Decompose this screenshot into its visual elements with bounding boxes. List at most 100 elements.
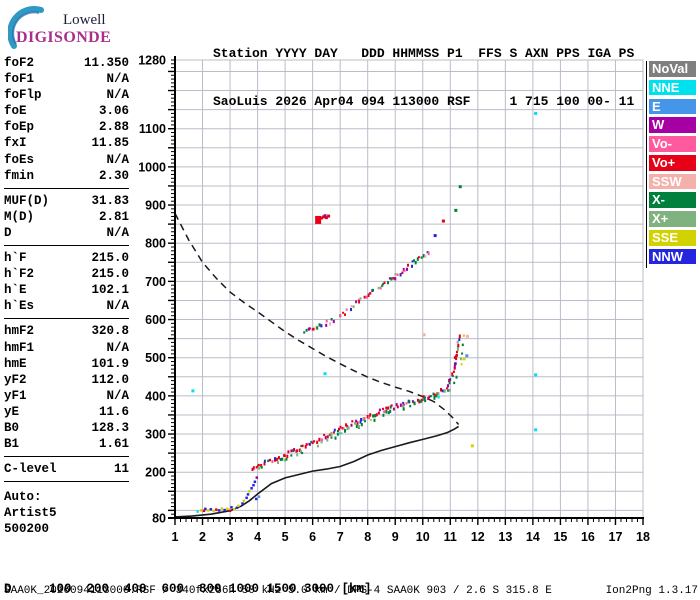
x-tick-label: 9 — [392, 530, 399, 544]
param-label: B1 — [4, 437, 20, 452]
param-label: hmE — [4, 356, 27, 371]
param-group: MUF(D) 31.83 M(D) 2.81 D N/A — [4, 187, 129, 245]
x-tick-label: 12 — [471, 530, 485, 544]
param-value: N/A — [106, 299, 129, 314]
param-row-foes: foEs N/A — [4, 152, 129, 168]
param-row-b1: B1 1.61 — [4, 436, 129, 452]
legend-item-nne: NNE — [649, 79, 696, 96]
param-row-hmf1: hmF1 N/A — [4, 340, 129, 356]
param-label: M(D) — [4, 209, 35, 224]
param-row-yf1: yF1 N/A — [4, 388, 129, 404]
param-value: 2.81 — [98, 209, 129, 224]
x-tick-label: 4 — [254, 530, 261, 544]
x-tick-label: 15 — [553, 530, 567, 544]
lowell-digisonde-logo: Lowell DIGISONDE — [6, 4, 211, 54]
param-value: 3.06 — [98, 104, 129, 119]
autoscaling-line: 500200 — [4, 522, 50, 537]
param-row-yf2: yF2 112.0 — [4, 372, 129, 388]
legend-item-x: X- — [649, 192, 696, 209]
y-tick-label: 1280 — [138, 54, 166, 68]
muf-distance-table: D 100 200 400 600 800 1000 1500 3000 [km… — [4, 556, 379, 600]
param-label: foFlp — [4, 88, 42, 103]
param-label: foE — [4, 104, 27, 119]
y-tick-label: 300 — [145, 428, 166, 442]
param-row-fof1: foF1 N/A — [4, 71, 129, 87]
param-group: foF2 11.350 foF1 N/A foFlp N/A foE 3.06 foEp 2.88… — [4, 54, 129, 188]
param-label: fxI — [4, 136, 27, 151]
station-header: Station YYYY DAY DDD HHMMSS P1 FFS S AXN… — [213, 14, 634, 142]
param-label: C-level — [4, 462, 57, 477]
param-value: N/A — [106, 72, 129, 87]
param-value: 128.3 — [91, 420, 129, 435]
param-label: yF2 — [4, 372, 27, 387]
x-tick-label: 7 — [337, 530, 344, 544]
param-row-hme: hmE 101.9 — [4, 356, 129, 372]
header-columns-line: Station YYYY DAY DDD HHMMSS P1 FFS S AXN… — [213, 46, 635, 61]
param-label: h`E — [4, 283, 27, 298]
gridlines — [175, 59, 644, 518]
param-value: N/A — [106, 340, 129, 355]
header-values-line: SaoLuis 2026 Apr04 094 113000 RSF 1 715 … — [213, 94, 635, 109]
param-value: N/A — [106, 388, 129, 403]
param-label: fmin — [4, 168, 35, 183]
param-row-hmf2: hmF2 320.8 — [4, 323, 129, 339]
param-label: h`F2 — [4, 267, 35, 282]
y-tick-label: 80 — [152, 512, 166, 526]
param-row-ye: yE 11.6 — [4, 404, 129, 420]
param-value: 215.0 — [91, 267, 129, 282]
logo-digisonde-text: DIGISONDE — [16, 29, 112, 46]
x-tick-label: 17 — [609, 530, 623, 544]
param-value: 101.9 — [91, 356, 129, 371]
param-value: N/A — [106, 152, 129, 167]
param-value: 11.350 — [83, 56, 129, 70]
param-row-he: h`E 102.1 — [4, 282, 129, 298]
sporadic-echo-points — [191, 111, 538, 513]
param-label: h`Es — [4, 299, 35, 314]
param-label: foEs — [4, 152, 35, 167]
legend-item-nnw: NNW — [649, 248, 696, 265]
param-row-foe: foE 3.06 — [4, 103, 129, 119]
legend-item-ssw: SSW — [649, 173, 696, 190]
legend-item-e: E — [649, 98, 696, 115]
x-tick-label: 6 — [309, 530, 316, 544]
echo-status-legend: NoVal NNE E W Vo- Vo+ SSW X- X+ SSE NNW — [646, 61, 696, 268]
param-row-b0: B0 128.3 — [4, 420, 129, 436]
param-row-fof2: foF2 11.350 — [4, 55, 129, 71]
y-tick-label: 1000 — [138, 160, 166, 174]
param-row-hf: h`F 215.0 — [4, 250, 129, 266]
param-row-hes: h`Es N/A — [4, 298, 129, 314]
x-tick-label: 3 — [227, 530, 234, 544]
legend-item-w: W — [649, 117, 696, 133]
legend-item-x: X+ — [649, 211, 696, 227]
param-group: C-level 11 — [4, 456, 129, 483]
param-value: 11.85 — [91, 136, 129, 151]
param-row-foflp: foFlp N/A — [4, 87, 129, 103]
status-bar: SAA0K_2026094113000.RSF / 340fx256h 50 k… — [4, 585, 698, 597]
legend-item-sse: SSE — [649, 230, 696, 246]
y-tick-label: 1100 — [139, 122, 166, 136]
param-label: MUF(D) — [4, 193, 50, 208]
param-row-mufd: MUF(D) 31.83 — [4, 193, 129, 209]
param-value: 2.30 — [98, 168, 129, 183]
logo-lowell-text: Lowell — [63, 12, 106, 28]
param-label: hmF1 — [4, 340, 35, 355]
param-value: 112.0 — [91, 372, 129, 387]
autoscaling-line: Artist5 — [4, 506, 57, 521]
param-row-d: D N/A — [4, 225, 129, 241]
param-label: foF1 — [4, 72, 35, 87]
x-tick-label: 8 — [364, 530, 371, 544]
param-value: 320.8 — [91, 324, 129, 339]
param-value: N/A — [106, 225, 129, 240]
param-label: B0 — [4, 420, 20, 435]
param-label: h`F — [4, 251, 27, 266]
x-tick-label: 1 — [172, 530, 179, 544]
file-info-text: SAA0K_2026094113000.RSF / 340fx256h 50 k… — [4, 585, 552, 597]
param-label: D — [4, 225, 12, 240]
y-tick-label: 500 — [145, 351, 166, 365]
param-row-fxi: fxI 11.85 — [4, 135, 129, 151]
param-row-md: M(D) 2.81 — [4, 209, 129, 225]
x-tick-label: 13 — [498, 530, 512, 544]
param-value: 31.83 — [91, 193, 129, 208]
